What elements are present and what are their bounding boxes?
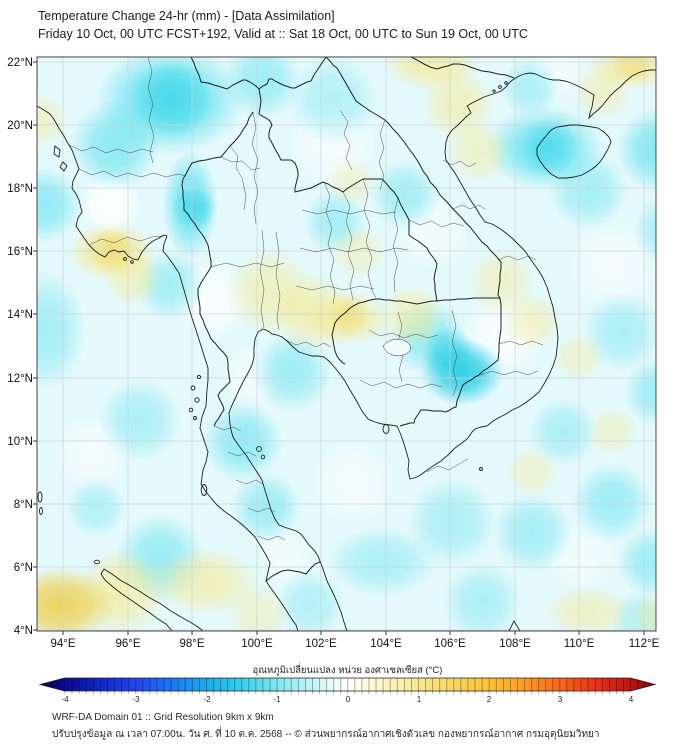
- lat-tick-label: 10°N: [7, 436, 33, 448]
- lon-tick-label: 108°E: [499, 638, 531, 650]
- border-china-myanmar-laos: [190, 57, 327, 90]
- lon-tick-marks: [62, 631, 645, 635]
- sumatra-coast: [100, 568, 204, 631]
- lat-tick-label: 22°N: [7, 57, 33, 69]
- hainan-island: [536, 124, 612, 179]
- lat-tick-label: 20°N: [7, 120, 33, 132]
- title-block: Temperature Change 24-hr (mm) - [Data As…: [38, 8, 528, 43]
- small-islands: [37, 81, 521, 631]
- lon-tick-label: 96°E: [115, 638, 140, 650]
- gridlines: [37, 57, 656, 631]
- lat-tick-label: 12°N: [7, 373, 33, 385]
- footer-domain-info: WRF-DA Domain 01 :: Grid Resolution 9km …: [52, 712, 274, 723]
- lat-tick-label: 14°N: [7, 309, 33, 321]
- lat-tick-label: 8°N: [14, 499, 33, 511]
- warming-cells: [37, 57, 656, 631]
- footer-update-info: ปรับปรุงข้อมูล ณ เวลา 07:00น. วัน ศ. ที่…: [52, 728, 600, 740]
- coastlines: [37, 69, 656, 631]
- footer-block: WRF-DA Domain 01 :: Grid Resolution 9km …: [52, 710, 600, 743]
- lat-tick-marks: [33, 61, 37, 631]
- anomaly-field: [37, 57, 656, 631]
- colorbar-tick: -2: [203, 695, 211, 704]
- lat-tick-label: 6°N: [14, 562, 33, 574]
- lon-tick-label: 102°E: [305, 638, 337, 650]
- coast-west-mainland: [37, 105, 299, 631]
- colorbar-tick: 0: [346, 695, 351, 704]
- border-cambodia-vietnam: [399, 297, 502, 427]
- border-laos-vietnam: [325, 57, 502, 299]
- colorbar-label: อุณหภูมิเปลี่ยนแปลง หน่วย องศาเซลเซียส (…: [253, 663, 443, 676]
- lat-tick-label: 16°N: [7, 246, 33, 258]
- lon-tick-label: 106°E: [434, 638, 466, 650]
- colorbar-tick: -1: [273, 695, 281, 704]
- chart-title: Temperature Change 24-hr (mm) - [Data As…: [38, 9, 335, 23]
- colorbar: อุณหภูมิเปลี่ยนแปลง หน่วย องศาเซลเซียส (…: [38, 663, 657, 704]
- border-myanmar-thailand: [181, 111, 254, 427]
- cooling-cells: [37, 57, 656, 631]
- lon-tick-label: 94°E: [50, 638, 75, 650]
- lon-tick-label: 100°E: [241, 638, 273, 650]
- colorbar-tick-labels: -4 -3 -2 -1 0 1 2 3 4: [61, 695, 633, 704]
- colorbar-tick: 2: [487, 695, 492, 704]
- map-frame: [33, 56, 657, 635]
- colorbar-tick: -4: [61, 695, 69, 704]
- lon-tick-label: 110°E: [564, 638, 595, 650]
- border-myanmar-laos-mekong: [258, 88, 262, 115]
- colorbar-tick: 3: [558, 695, 563, 704]
- lon-axis-labels: 94°E 96°E 98°E 100°E 102°E 104°E 106°E 1…: [50, 638, 659, 650]
- lat-tick-label: 4°N: [14, 625, 33, 637]
- border-laos-cambodia: [436, 297, 500, 302]
- coast-east-mainland: [228, 69, 656, 631]
- colorbar-tick: 1: [417, 695, 422, 704]
- colorbar-tick: 4: [629, 695, 634, 704]
- chart-subtitle: Friday 10 Oct, 00 UTC FCST+192, Valid at…: [38, 26, 528, 41]
- country-borders: [181, 57, 515, 582]
- border-malaysia-thailand: [265, 561, 321, 582]
- lat-axis-labels: 22°N 20°N 18°N 16°N 14°N 12°N 10°N 8°N 6…: [7, 57, 33, 637]
- lon-tick-label: 112°E: [629, 638, 660, 650]
- colorbar-minor-ticks: [64, 691, 631, 694]
- lon-tick-label: 98°E: [179, 638, 204, 650]
- border-thailand-cambodia: [331, 298, 437, 365]
- colorbar-gradient-bar: [40, 678, 655, 691]
- border-china-vietnam: [410, 57, 515, 79]
- lat-tick-label: 18°N: [7, 183, 33, 195]
- colorbar-tick: -3: [132, 695, 140, 704]
- map-panel: 22°N 20°N 18°N 16°N 14°N 12°N 10°N 8°N 6…: [7, 56, 660, 650]
- border-thailand-laos: [258, 113, 438, 302]
- lon-tick-label: 104°E: [370, 638, 402, 650]
- tonle-sap-lake: [382, 338, 411, 357]
